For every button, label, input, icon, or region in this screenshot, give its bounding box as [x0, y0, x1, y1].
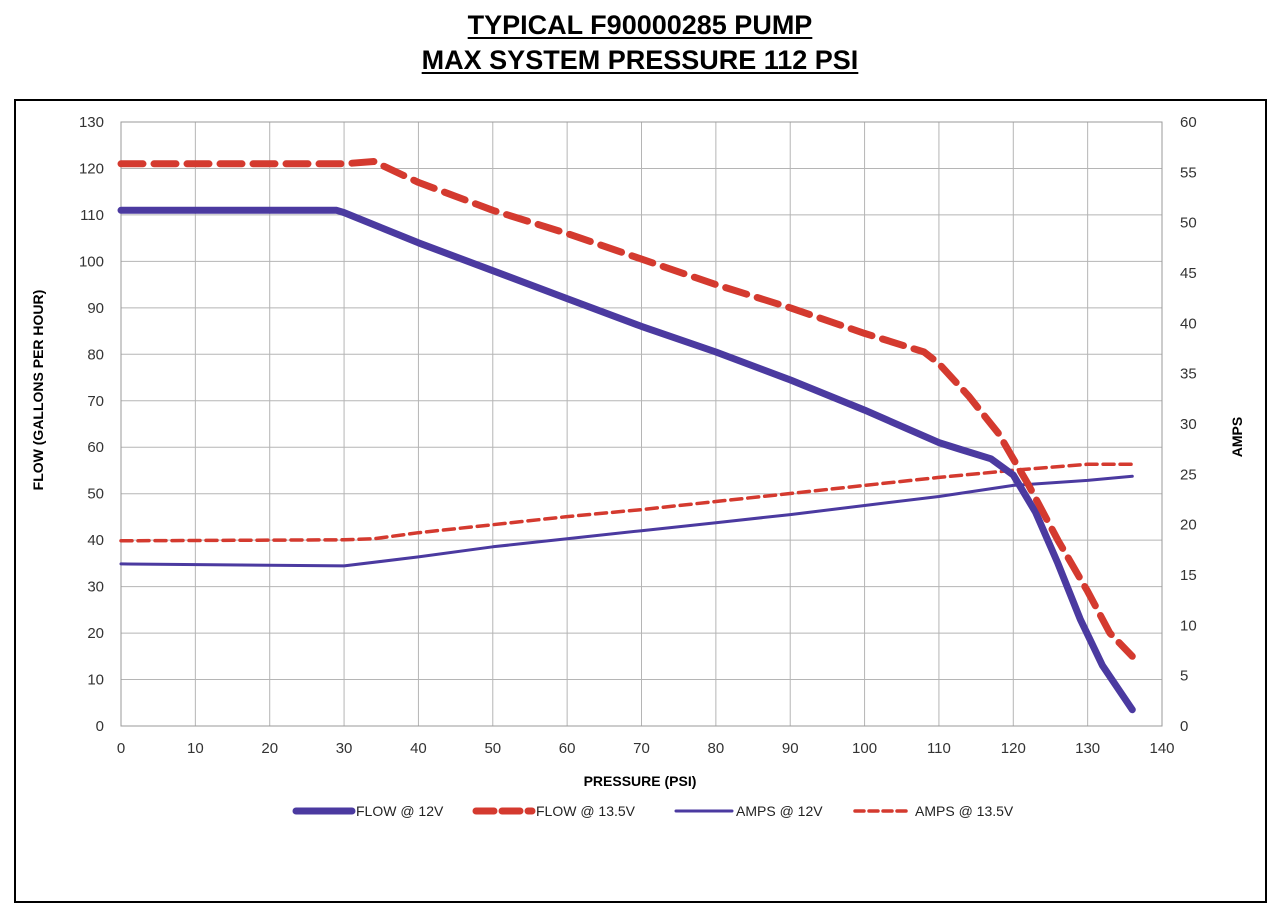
- x-axis-title: PRESSURE (PSI): [584, 773, 697, 789]
- legend-label: FLOW @ 13.5V: [536, 803, 636, 819]
- y-tick-label: 40: [87, 532, 104, 549]
- y2-tick-label: 50: [1180, 215, 1197, 232]
- y-tick-label: 120: [79, 160, 104, 177]
- y-tick-label: 70: [87, 393, 104, 410]
- series-line-amps-13-5v: [119, 462, 1135, 543]
- chart-title: TYPICAL F90000285 PUMP: [467, 10, 813, 40]
- y-tick-label: 100: [79, 253, 104, 270]
- x-tick-label: 90: [782, 740, 799, 757]
- title-block: TYPICAL F90000285 PUMP MAX SYSTEM PRESSU…: [0, 8, 1280, 78]
- y2-tick-label: 20: [1180, 517, 1197, 534]
- y2-tick-label: 0: [1180, 718, 1188, 735]
- x-tick-label: 120: [1001, 740, 1026, 757]
- legend-label: AMPS @ 13.5V: [915, 803, 1014, 819]
- y2-tick-label: 10: [1180, 617, 1197, 634]
- x-tick-label: 130: [1075, 740, 1100, 757]
- x-tick-label: 100: [852, 740, 877, 757]
- y2-tick-label: 5: [1180, 668, 1188, 685]
- y2-axis-title: AMPS: [1229, 417, 1245, 457]
- y-tick-label: 50: [87, 486, 104, 503]
- series-line-flow-12v: [117, 206, 1136, 714]
- x-tick-label: 60: [559, 740, 576, 757]
- y-tick-label: 30: [87, 579, 104, 596]
- legend: FLOW @ 12V FLOW @ 13.5V AMPS @ 12V AMPS @ 1…: [292, 803, 1014, 819]
- y2-tick-label: 45: [1180, 265, 1197, 282]
- x-tick-label: 20: [261, 740, 278, 757]
- x-tick-label: 10: [187, 740, 204, 757]
- x-tick-label: 140: [1149, 740, 1174, 757]
- series-line-flow-13-5v: [117, 158, 1136, 660]
- y-tick-label: 110: [80, 207, 104, 224]
- legend-label: AMPS @ 12V: [736, 803, 823, 819]
- y2-tick-label: 35: [1180, 366, 1197, 383]
- chart-subtitle: MAX SYSTEM PRESSURE 112 PSI: [421, 45, 859, 75]
- y2-tick-label: 55: [1180, 164, 1197, 181]
- y-tick-label: 0: [96, 718, 104, 735]
- x-tick-label: 30: [336, 740, 353, 757]
- y-tick-label: 20: [87, 625, 104, 642]
- plot-area: [120, 121, 1163, 727]
- legend-label: FLOW @ 12V: [356, 803, 444, 819]
- x-tick-label: 50: [484, 740, 501, 757]
- y2-tick-label: 30: [1180, 416, 1197, 433]
- y2-tick-label: 25: [1180, 466, 1197, 483]
- chart-frame: [14, 99, 1267, 903]
- y-tick-label: 90: [87, 300, 104, 317]
- y-tick-label: 130: [79, 114, 104, 131]
- y-axis-title: FLOW (GALLONS PER HOUR): [30, 290, 46, 491]
- y2-tick-label: 40: [1180, 315, 1197, 332]
- y-tick-label: 80: [87, 346, 104, 363]
- x-tick-label: 80: [708, 740, 725, 757]
- x-tick-label: 70: [633, 740, 650, 757]
- y2-tick-label: 60: [1180, 114, 1197, 131]
- x-tick-label: 0: [117, 740, 125, 757]
- x-tick-label: 110: [927, 740, 951, 757]
- x-tick-label: 40: [410, 740, 427, 757]
- y-tick-label: 60: [87, 439, 104, 456]
- y2-tick-label: 15: [1180, 567, 1197, 584]
- series-line-amps-12v: [119, 474, 1134, 568]
- y-tick-label: 10: [87, 672, 104, 689]
